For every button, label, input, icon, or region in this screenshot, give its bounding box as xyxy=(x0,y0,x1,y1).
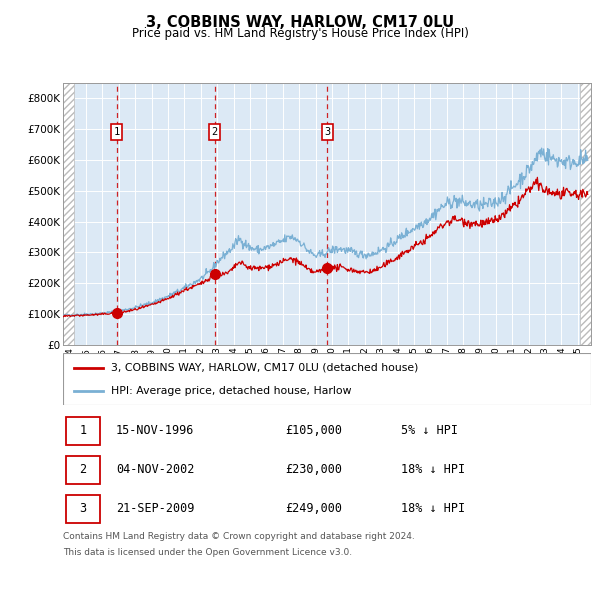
Text: £230,000: £230,000 xyxy=(285,463,342,476)
Text: This data is licensed under the Open Government Licence v3.0.: This data is licensed under the Open Gov… xyxy=(63,548,352,556)
Text: £105,000: £105,000 xyxy=(285,424,342,437)
Text: £249,000: £249,000 xyxy=(285,502,342,515)
Text: 3: 3 xyxy=(79,502,86,515)
FancyBboxPatch shape xyxy=(65,455,100,484)
Text: 15-NOV-1996: 15-NOV-1996 xyxy=(116,424,194,437)
Text: 04-NOV-2002: 04-NOV-2002 xyxy=(116,463,194,476)
Text: 3, COBBINS WAY, HARLOW, CM17 0LU: 3, COBBINS WAY, HARLOW, CM17 0LU xyxy=(146,15,454,30)
Bar xyxy=(63,83,74,345)
FancyBboxPatch shape xyxy=(65,494,100,523)
Text: 21-SEP-2009: 21-SEP-2009 xyxy=(116,502,194,515)
Text: Price paid vs. HM Land Registry's House Price Index (HPI): Price paid vs. HM Land Registry's House … xyxy=(131,27,469,40)
Text: HPI: Average price, detached house, Harlow: HPI: Average price, detached house, Harl… xyxy=(110,386,351,396)
Text: 2: 2 xyxy=(211,127,218,137)
Text: 1: 1 xyxy=(79,424,86,437)
FancyBboxPatch shape xyxy=(65,417,100,445)
Text: 2: 2 xyxy=(79,463,86,476)
Text: 18% ↓ HPI: 18% ↓ HPI xyxy=(401,502,465,515)
Text: 3: 3 xyxy=(324,127,331,137)
Text: 18% ↓ HPI: 18% ↓ HPI xyxy=(401,463,465,476)
Text: 5% ↓ HPI: 5% ↓ HPI xyxy=(401,424,458,437)
Text: 1: 1 xyxy=(113,127,120,137)
Text: Contains HM Land Registry data © Crown copyright and database right 2024.: Contains HM Land Registry data © Crown c… xyxy=(63,532,415,541)
Text: 3, COBBINS WAY, HARLOW, CM17 0LU (detached house): 3, COBBINS WAY, HARLOW, CM17 0LU (detach… xyxy=(110,363,418,373)
Bar xyxy=(580,83,591,345)
